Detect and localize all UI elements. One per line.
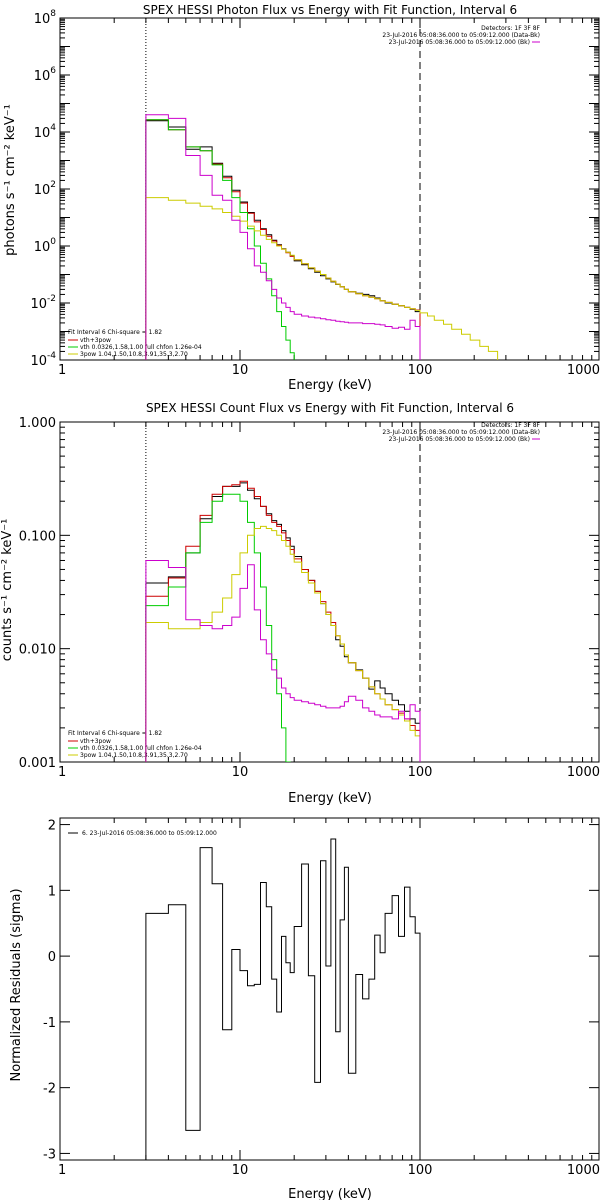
info-data-minus-bk: 23-Jul-2016 05:08:36.000 to 05:09:12.000…: [382, 429, 540, 436]
y-tick-label: 0.100: [19, 529, 56, 544]
series-3pow: [145, 525, 421, 762]
series-bk: [145, 114, 421, 360]
series-vth-3pow: [145, 480, 421, 762]
x-tick-label: 1000: [567, 1163, 600, 1178]
x-tick-label: 10: [232, 765, 249, 780]
photon-flux-plot: 1 10 100 1000 10-4 10-2 100 102 104 106 108: [30, 9, 600, 378]
residuals-plot: 1 10 100 1000 -3 -2 -1 0 1 2: [43, 817, 600, 1178]
count-flux-legend: Fit Interval 6 Chi-square = 1.82 vth+3po…: [68, 730, 202, 759]
series-6-23-jul-2016-05-08-36-000-to-05-09-12-000: [145, 838, 421, 1160]
y-tick-label: 106: [34, 66, 57, 84]
series-bk: [145, 560, 421, 762]
y-tick-label: 108: [34, 9, 57, 27]
x-tick-label: 1: [58, 363, 66, 378]
photon-flux-ylabel: photons s⁻¹ cm⁻² keV⁻¹: [3, 104, 18, 256]
y-tick-label: 10-4: [30, 351, 56, 369]
x-tick-label: 1000: [567, 363, 600, 378]
plot-frame: [59, 17, 600, 361]
y-tick-label: 0.010: [19, 643, 56, 658]
legend-label-vth: vth 0.0326,1.58,1.00 full chfon 1.26e-04: [80, 344, 202, 351]
legend-title: Fit Interval 6 Chi-square = 1.82: [68, 329, 162, 336]
series-vth-3pow: [145, 119, 421, 360]
legend-label-3pow: 3pow 1.04,1.50,10.8,3.91,35.3,2.70: [80, 752, 188, 759]
legend-title: Fit Interval 6 Chi-square = 1.82: [68, 730, 162, 737]
y-tick-label: 2: [48, 819, 56, 834]
residuals-xlabel: Energy (keV): [288, 1187, 372, 1200]
series-3pow: [145, 197, 499, 360]
info-detectors: Detectors: 1F 3F 8F: [481, 422, 540, 429]
photon-flux-legend: Fit Interval 6 Chi-square = 1.82 vth+3po…: [68, 329, 202, 358]
photon-flux-info: Detectors: 1F 3F 8F 23-Jul-2016 05:08:36…: [382, 25, 540, 46]
y-tick-label: 0: [48, 950, 56, 965]
plot-frame: [59, 421, 600, 763]
x-tick-label: 1: [58, 765, 66, 780]
series-data-bk: [145, 482, 421, 762]
x-tick-label: 1: [58, 1163, 66, 1178]
x-tick-label: 100: [408, 765, 433, 780]
y-tick-label: -2: [43, 1082, 56, 1097]
legend-label-vth: vth 0.0326,1.58,1.00 full chfon 1.26e-04: [80, 745, 202, 752]
count-flux-xlabel: Energy (keV): [288, 791, 372, 806]
y-tick-label: 10-2: [30, 294, 56, 312]
x-tick-label: 10: [232, 1163, 249, 1178]
info-data-minus-bk: 23-Jul-2016 05:08:36.000 to 05:09:12.000…: [382, 32, 540, 39]
residuals-panel: Energy (keV) Normalized Residuals (sigma…: [9, 830, 372, 1200]
y-tick-label: 1: [48, 884, 56, 899]
y-tick-label: -1: [43, 1016, 56, 1031]
photon-flux-title: SPEX HESSI Photon Flux vs Energy with Fi…: [143, 3, 517, 17]
y-tick-label: 100: [34, 237, 57, 255]
y-tick-label: 0.001: [19, 756, 56, 771]
count-flux-title: SPEX HESSI Count Flux vs Energy with Fit…: [146, 401, 514, 415]
count-flux-plot: 1 10 100 1000 0.001 0.010 0.100 1.000: [19, 416, 600, 780]
photon-flux-panel: SPEX HESSI Photon Flux vs Energy with Fi…: [3, 3, 541, 393]
legend-label-vth-3pow: vth+3pow: [80, 337, 111, 344]
x-tick-label: 100: [408, 363, 433, 378]
series-data-bk: [145, 120, 421, 360]
x-tick-label: 10: [232, 363, 249, 378]
residuals-ylabel: Normalized Residuals (sigma): [9, 888, 24, 1081]
y-tick-label: -3: [43, 1147, 56, 1162]
count-flux-ylabel: counts s⁻¹ cm⁻² keV⁻¹: [0, 519, 15, 662]
count-flux-info: Detectors: 1F 3F 8F 23-Jul-2016 05:08:36…: [382, 422, 540, 443]
plot-frame: [59, 817, 600, 1161]
photon-flux-xlabel: Energy (keV): [288, 378, 372, 393]
series-vth: [145, 119, 295, 360]
count-flux-panel: SPEX HESSI Count Flux vs Energy with Fit…: [0, 401, 541, 806]
legend-label-residuals: 6. 23-Jul-2016 05:08:36.000 to 05:09:12.…: [82, 830, 217, 837]
y-tick-label: 102: [34, 180, 56, 198]
info-detectors: Detectors: 1F 3F 8F: [481, 25, 540, 32]
residuals-legend: 6. 23-Jul-2016 05:08:36.000 to 05:09:12.…: [68, 830, 217, 837]
info-bk: 23-Jul-2016 05:08:36.000 to 05:09:12.000…: [389, 436, 530, 443]
x-tick-label: 1000: [567, 765, 600, 780]
info-bk: 23-Jul-2016 05:08:36.000 to 05:09:12.000…: [389, 39, 530, 46]
legend-label-3pow: 3pow 1.04,1.50,10.8,3.91,35.3,2.70: [80, 351, 188, 358]
series-vth: [145, 493, 291, 762]
y-tick-label: 1.000: [19, 416, 56, 431]
legend-label-vth-3pow: vth+3pow: [80, 738, 111, 745]
x-tick-label: 100: [408, 1163, 433, 1178]
y-tick-label: 104: [34, 123, 57, 141]
